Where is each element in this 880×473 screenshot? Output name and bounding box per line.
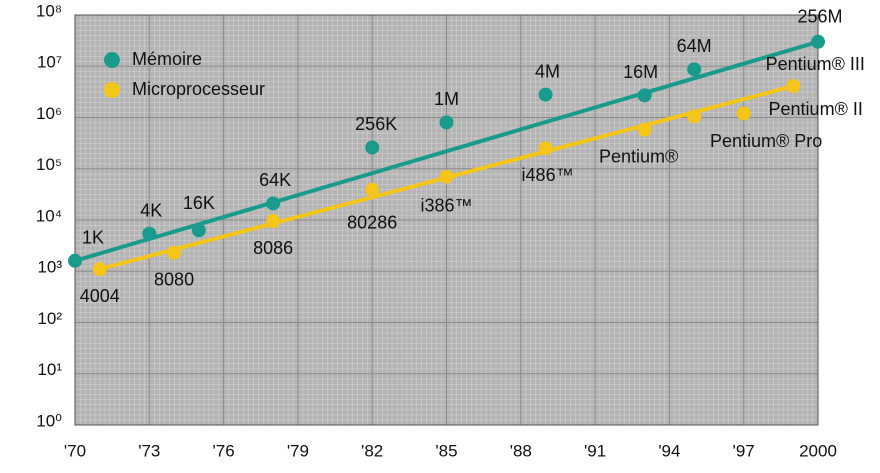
x-tick-label: '91: [584, 441, 606, 460]
x-tick-label: 2000: [799, 441, 837, 460]
y-tick-label: 10²: [37, 309, 62, 328]
point-label: 8086: [253, 238, 293, 258]
data-point: [538, 141, 553, 156]
data-point: [92, 262, 107, 277]
point-label: 256M: [797, 7, 842, 27]
data-point: [142, 226, 157, 241]
data-point: [687, 109, 702, 124]
data-point: [786, 79, 801, 94]
data-point: [637, 122, 652, 137]
point-label: 64M: [677, 36, 712, 56]
data-point: [266, 196, 281, 211]
x-tick-label: '82: [361, 441, 383, 460]
point-label: Pentium® Pro: [710, 131, 822, 151]
point-label: 4K: [140, 200, 162, 220]
x-tick-label: '97: [733, 441, 755, 460]
plot-border: [74, 14, 819, 426]
point-label: i386™: [420, 195, 472, 215]
y-tick-label: 10⁰: [36, 411, 62, 430]
y-tick-label: 10³: [37, 258, 62, 277]
y-tick-label: 10¹: [37, 360, 62, 379]
legend-marker: [104, 52, 120, 68]
data-point: [439, 115, 454, 130]
point-label: 4004: [80, 286, 120, 306]
point-label: 4M: [535, 61, 560, 81]
point-label: Pentium®: [599, 146, 678, 166]
data-point: [68, 253, 82, 268]
data-point: [687, 62, 702, 77]
x-tick-label: '94: [658, 441, 680, 460]
data-point: [191, 223, 206, 238]
data-point: [637, 88, 652, 103]
legend-label: Microprocesseur: [132, 79, 265, 99]
y-tick-label: 10⁷: [37, 53, 62, 72]
x-tick-label: '76: [213, 441, 235, 460]
x-tick-label: '85: [435, 441, 457, 460]
point-label: 8080: [154, 269, 194, 289]
point-label: 1M: [434, 89, 459, 109]
y-tick-label: 10⁶: [36, 104, 62, 123]
data-point: [736, 106, 751, 121]
legend-marker: [104, 82, 120, 98]
point-label: 64K: [259, 170, 291, 190]
point-label: i486™: [522, 165, 574, 185]
data-point: [365, 140, 380, 155]
point-label: 256K: [355, 114, 397, 134]
y-tick-label: 10⁸: [36, 1, 62, 20]
data-point: [811, 34, 825, 49]
y-tick-label: 10⁵: [36, 155, 62, 174]
y-tick-label: 10⁴: [36, 206, 62, 225]
data-point: [365, 182, 380, 197]
point-label: 80286: [347, 212, 397, 232]
legend-label: Mémoire: [132, 49, 202, 69]
x-tick-label: '70: [64, 441, 86, 460]
data-point: [266, 214, 281, 229]
point-label: 16M: [623, 62, 658, 82]
x-tick-label: '79: [287, 441, 309, 460]
x-tick-label: '88: [510, 441, 532, 460]
x-tick-label: '73: [138, 441, 160, 460]
point-label: 1K: [82, 228, 104, 248]
data-point: [439, 169, 454, 184]
point-label: 16K: [183, 193, 215, 213]
data-point: [167, 245, 182, 260]
point-label: Pentium® II: [769, 99, 863, 119]
point-label: Pentium® III: [766, 54, 865, 74]
data-point: [538, 87, 553, 102]
